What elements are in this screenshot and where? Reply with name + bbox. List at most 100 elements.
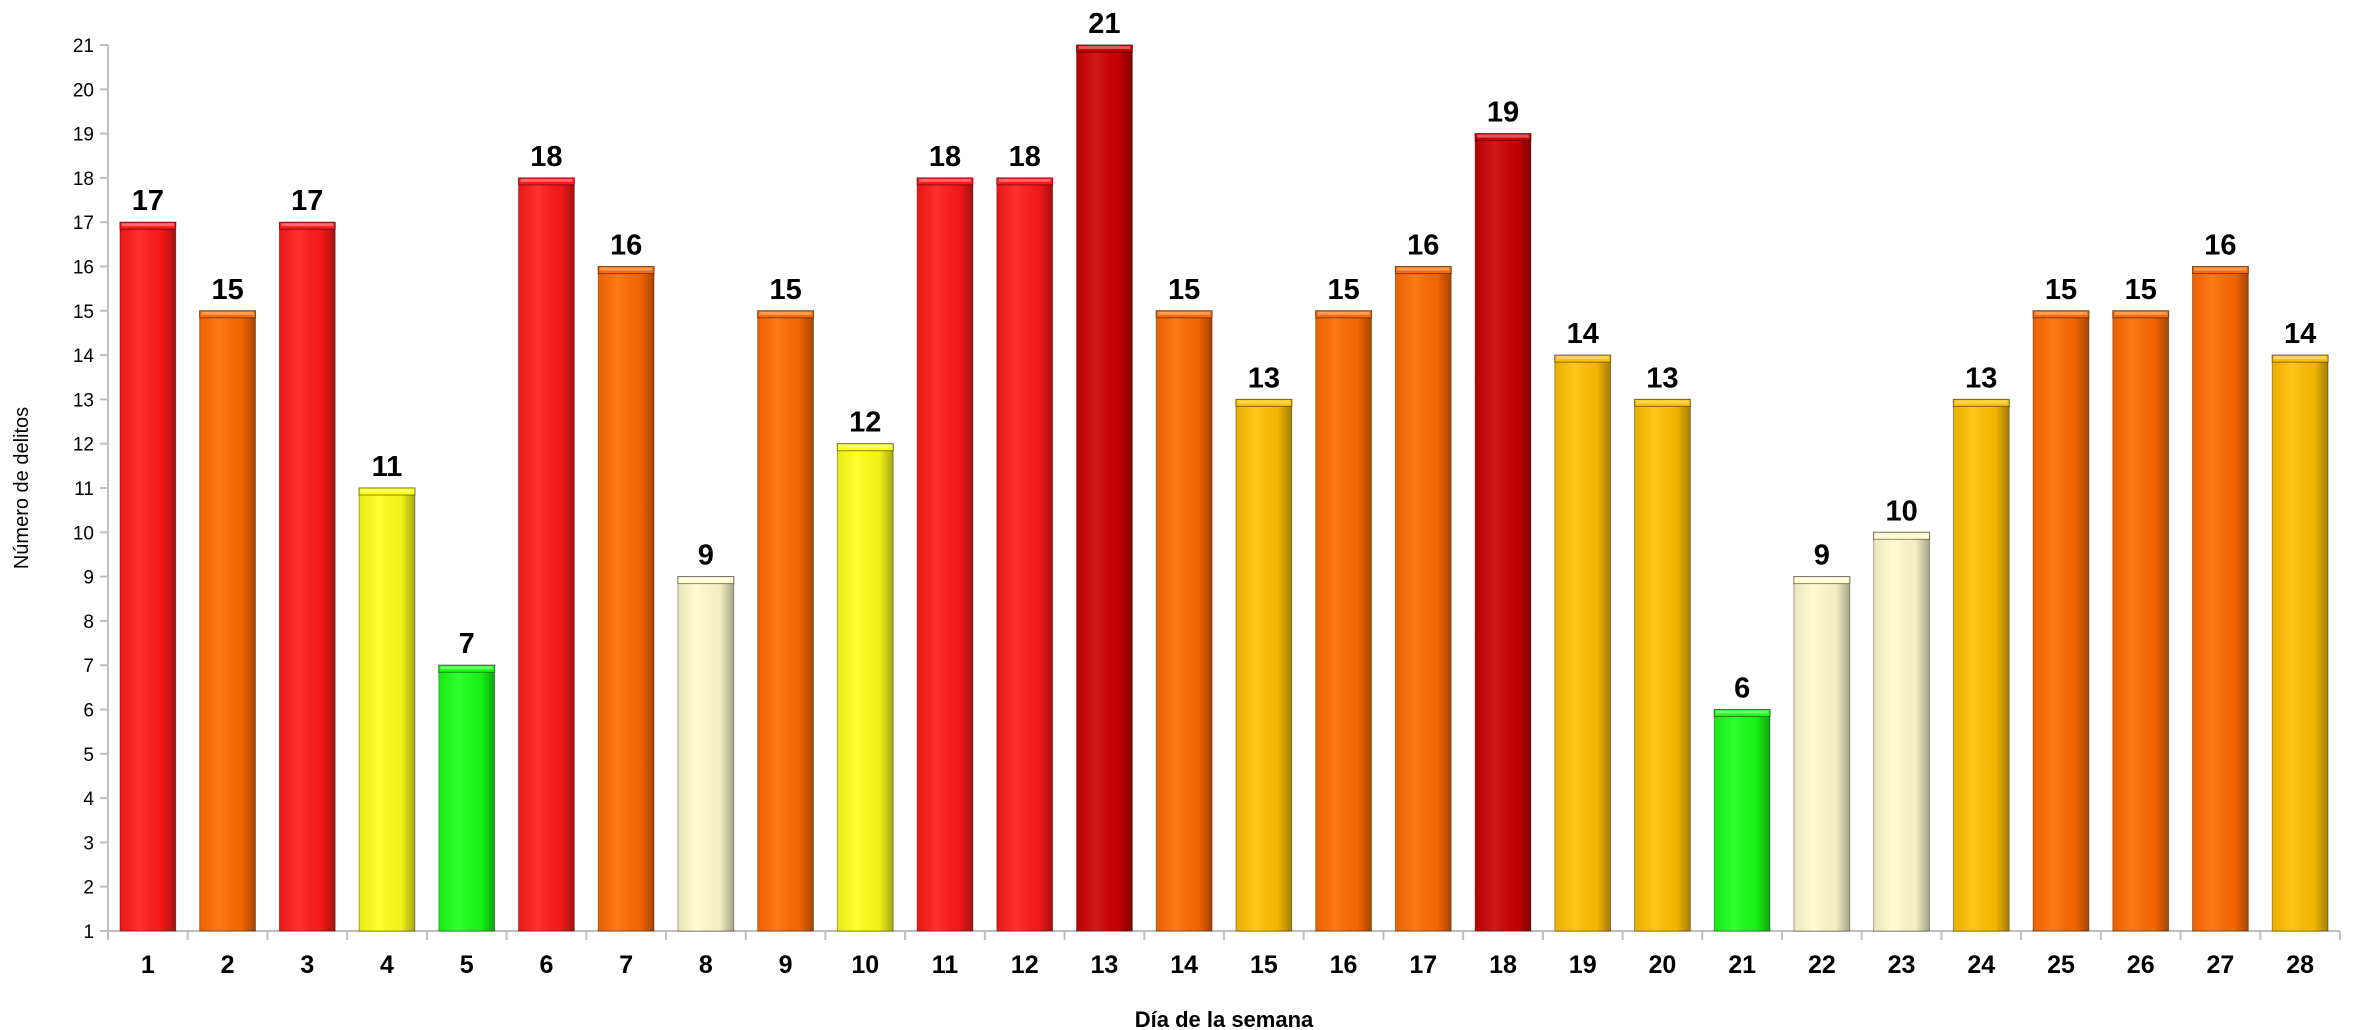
bar-shading <box>359 488 415 931</box>
bar-top-highlight <box>839 444 892 448</box>
bar-top-highlight <box>1875 533 1928 537</box>
bar <box>1474 133 1532 932</box>
bar-top-bevel <box>1235 398 1293 407</box>
y-tick-label: 19 <box>73 125 94 146</box>
bar-top-highlight <box>1716 710 1769 714</box>
bar <box>836 443 894 932</box>
bar-top-highlight <box>998 178 1051 182</box>
data-label: 13 <box>1248 362 1280 394</box>
x-tick-label: 18 <box>1489 951 1517 979</box>
data-label: 14 <box>1567 318 1599 350</box>
x-tick-label: 19 <box>1569 951 1597 979</box>
bar-shading <box>1554 355 1611 932</box>
data-label: 10 <box>1885 495 1917 527</box>
bar-top-highlight <box>1397 267 1450 271</box>
bar-top-bevel <box>119 221 177 230</box>
bar-shading <box>2112 310 2169 931</box>
y-tick-label: 18 <box>73 169 94 190</box>
data-label: 13 <box>1965 362 1997 394</box>
x-tick-label: 2 <box>221 951 235 979</box>
data-label: 15 <box>1327 274 1359 306</box>
data-label: 18 <box>530 141 562 173</box>
y-axis-title: Número de delitos <box>11 407 33 569</box>
bar-shading <box>917 177 973 931</box>
bar <box>996 177 1054 932</box>
bar-shading <box>598 266 655 931</box>
bar-top-highlight <box>121 223 174 227</box>
bar-shading <box>438 665 495 931</box>
x-tick-label: 11 <box>932 951 959 979</box>
y-tick-label: 10 <box>73 523 94 544</box>
x-tick-label: 15 <box>1250 951 1278 979</box>
x-tick-label: 12 <box>1011 951 1039 979</box>
bar-top-bevel <box>2271 354 2329 363</box>
bar-shading <box>1475 133 1531 932</box>
bar-top-highlight <box>600 267 653 271</box>
y-tick-label: 7 <box>83 656 94 677</box>
y-tick-label: 2 <box>83 878 94 899</box>
bar-top-bevel <box>1554 354 1612 363</box>
bar <box>438 664 496 932</box>
bar-shading <box>1634 399 1691 931</box>
bar-shading <box>279 222 336 931</box>
y-tick-label: 4 <box>83 789 94 810</box>
bar-shading <box>1395 266 1452 931</box>
bar <box>1155 310 1213 932</box>
bar-top-bevel <box>1952 398 2010 407</box>
bar-top-highlight <box>281 223 334 227</box>
bar-top-highlight <box>201 311 254 315</box>
bar-top-highlight <box>440 666 493 670</box>
bar <box>1554 354 1612 932</box>
x-tick-label: 1 <box>141 951 155 979</box>
bar-top-highlight <box>2114 311 2167 315</box>
bar <box>518 177 575 932</box>
bar-shading <box>1873 532 1930 931</box>
bar-top-highlight <box>1636 400 1689 404</box>
x-tick-label: 25 <box>2047 951 2075 979</box>
bar-top-bevel <box>2192 266 2249 274</box>
y-tick-label: 17 <box>73 213 94 234</box>
bar-top-highlight <box>2274 356 2327 360</box>
bar <box>2032 310 2090 932</box>
bar <box>1315 310 1372 932</box>
x-tick-label: 27 <box>2207 951 2235 979</box>
bar-top-bevel <box>2032 310 2090 319</box>
y-tick-label: 12 <box>73 435 94 456</box>
bar <box>199 310 256 932</box>
bar-shading <box>1793 576 1850 931</box>
x-tick-label: 21 <box>1728 951 1756 979</box>
bar <box>1952 398 2010 932</box>
bars <box>119 44 2329 932</box>
bar-top-bevel <box>518 177 575 186</box>
data-label: 6 <box>1734 673 1750 705</box>
bar-top-bevel <box>1315 310 1372 319</box>
x-tick-label: 26 <box>2127 951 2155 979</box>
data-label: 16 <box>1407 230 1439 262</box>
bar <box>1713 709 1771 932</box>
bar-shading <box>199 310 256 931</box>
y-tick-label: 20 <box>73 80 94 101</box>
y-tick-label: 5 <box>83 745 94 766</box>
bar-shading <box>1953 399 2010 931</box>
x-tick-label: 16 <box>1330 951 1358 979</box>
bar-top-bevel <box>2112 310 2170 319</box>
data-label: 19 <box>1487 97 1519 129</box>
bar-shading <box>837 443 894 931</box>
data-label: 15 <box>211 274 243 306</box>
x-tick-label: 10 <box>851 951 879 979</box>
bar <box>2271 354 2329 932</box>
bar-top-bevel <box>597 266 655 274</box>
bar-top-highlight <box>2194 267 2247 271</box>
bar-top-bevel <box>1713 709 1771 717</box>
bar-top-bevel <box>677 576 735 585</box>
data-label: 21 <box>1088 8 1120 40</box>
bar <box>1394 266 1452 932</box>
bar-shading <box>1235 399 1292 931</box>
bar <box>916 177 974 932</box>
bar <box>1873 531 1930 932</box>
x-tick-label: 9 <box>779 951 793 979</box>
bar-top-bevel <box>1394 266 1452 274</box>
bar <box>677 576 735 932</box>
bar-shading <box>2272 355 2329 932</box>
y-tick-label: 21 <box>73 36 94 57</box>
